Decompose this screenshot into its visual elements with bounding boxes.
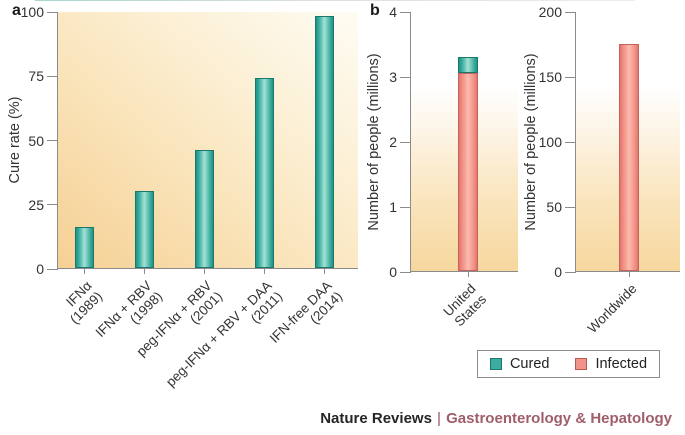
y-tick — [47, 11, 58, 13]
bar-cured — [254, 77, 274, 268]
x-tick — [263, 268, 265, 274]
y-axis-title-cure-rate: Cure rate (%) — [7, 96, 23, 184]
y-tick — [400, 206, 411, 208]
y-tick — [47, 75, 58, 77]
y-tick-label: 2 — [389, 134, 397, 150]
worldwide-people-chart: 0 50 100 150 200 Worldwide — [539, 4, 680, 336]
y-tick-label: 100 — [20, 4, 44, 20]
y-tick — [565, 206, 576, 208]
y-tick-label: 150 — [538, 69, 562, 85]
bar-infected — [619, 43, 639, 271]
y-tick-label: 1 — [389, 199, 397, 215]
legend-item-cured: Cured — [489, 356, 550, 372]
panel-a-label: a — [12, 2, 21, 19]
y-tick-label: 100 — [538, 134, 562, 150]
bar-cured — [134, 190, 154, 268]
x-tick — [83, 268, 85, 274]
y-tick — [565, 76, 576, 78]
y-tick-label: 25 — [28, 196, 44, 213]
y-tick — [47, 140, 58, 141]
y-axis-title-worldwide-people: Number of people (millions) — [523, 53, 539, 231]
footer-brand: Nature Reviews — [320, 410, 432, 427]
panel-b-label: b — [370, 2, 380, 19]
y-tick-label: 0 — [554, 264, 562, 280]
x-tick — [323, 268, 325, 274]
legend-label: Cured — [509, 356, 550, 372]
x-tick — [203, 268, 205, 274]
bar-infected — [458, 72, 478, 271]
legend-item-infected: Infected — [575, 356, 647, 372]
y-tick — [400, 76, 411, 78]
legend-label: Infected — [595, 356, 648, 372]
y-tick — [400, 141, 411, 143]
figure-top-edge-line — [35, 0, 635, 1]
y-tick-label: 0 — [389, 264, 397, 280]
cured-swatch-icon — [489, 358, 502, 370]
x-tick — [628, 271, 630, 277]
cure-rate-chart: 0 25 50 75 100 IFNα (1989) IFNα + RBV (1998) peg-… — [21, 4, 358, 390]
y-tick — [47, 268, 58, 270]
y-tick — [565, 271, 576, 273]
us-people-chart: 0 1 2 3 4 United States — [389, 4, 518, 329]
y-tick — [47, 204, 58, 206]
footer-separator: | — [436, 410, 442, 427]
y-tick — [565, 11, 576, 13]
y-tick-label: 0 — [36, 261, 44, 277]
infected-swatch-icon — [575, 358, 588, 370]
bar-cured — [314, 16, 334, 268]
legend: Cured Infected — [477, 350, 660, 378]
x-tick — [143, 268, 145, 274]
journal-footer: Nature Reviews | Gastroenterology & Hepato… — [320, 410, 672, 427]
y-tick-label: 50 — [546, 199, 562, 215]
bar-cured — [458, 56, 478, 73]
footer-journal-name: Gastroenterology & Hepatology — [446, 410, 672, 427]
y-tick-label: 75 — [28, 68, 44, 85]
bar-cured — [194, 149, 214, 268]
x-category-label: United States — [390, 281, 489, 380]
y-tick-label: 50 — [28, 132, 44, 149]
y-tick-label: 4 — [389, 4, 397, 20]
y-tick — [565, 141, 576, 143]
y-tick — [400, 271, 411, 273]
y-axis-title-us-people: Number of people (millions) — [366, 53, 382, 231]
y-tick-label: 200 — [538, 4, 562, 20]
y-tick-label: 3 — [389, 69, 397, 85]
x-tick — [467, 271, 469, 277]
bar-cured — [74, 226, 94, 268]
y-tick — [400, 11, 411, 13]
